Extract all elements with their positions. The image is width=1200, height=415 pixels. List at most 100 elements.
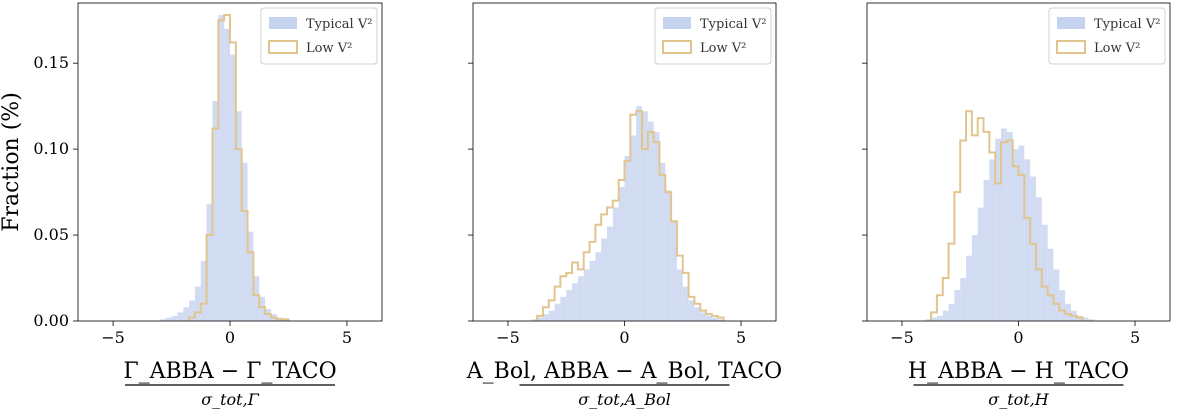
series-low-step xyxy=(930,110,1084,321)
x-axis-label-numerator: H_ABBA − H_TACO xyxy=(908,359,1129,384)
bar xyxy=(200,260,207,321)
bar xyxy=(542,314,549,321)
legend-swatch-typical xyxy=(269,17,297,29)
y-tick-label: 0.05 xyxy=(33,225,69,244)
bar xyxy=(1012,149,1019,321)
bar xyxy=(230,54,236,321)
legend-swatch-typical xyxy=(1057,17,1085,29)
x-tick-label: 0 xyxy=(225,328,235,347)
bar xyxy=(960,278,967,321)
bar xyxy=(694,307,701,321)
x-tick-label: 0 xyxy=(619,328,629,347)
legend-swatch-low xyxy=(1056,40,1086,54)
bar xyxy=(1030,176,1036,321)
series-typical-bars xyxy=(159,15,289,321)
bar xyxy=(531,319,538,321)
bar xyxy=(566,290,573,321)
y-axis-label: Fraction (%) xyxy=(0,92,24,232)
bar xyxy=(624,155,631,321)
bar xyxy=(931,317,937,321)
bar xyxy=(589,260,596,321)
bar xyxy=(241,162,248,321)
bar xyxy=(630,135,637,321)
bar xyxy=(1059,290,1066,321)
legend-label-low: Low V² xyxy=(306,41,352,56)
bar xyxy=(1001,128,1007,321)
legend-swatch-low xyxy=(268,40,298,54)
x-axis-label-denominator: σ_tot,Γ xyxy=(201,390,260,409)
bar xyxy=(601,238,608,321)
panel-2: −5 0 5 A_Bol, ABBA − A_Bol, TACO σ_tot,A_Bol… xyxy=(466,2,782,409)
legend: Typical V² Low V² xyxy=(654,7,772,65)
y-tick-label: 0.10 xyxy=(33,139,69,158)
bar xyxy=(537,317,543,321)
bar xyxy=(1024,159,1031,321)
x-tick-label: 0 xyxy=(1013,328,1023,347)
bar xyxy=(682,286,689,321)
bar xyxy=(1065,303,1071,321)
bar xyxy=(1053,269,1060,321)
bar xyxy=(583,269,590,321)
bar xyxy=(688,300,695,321)
bar xyxy=(989,159,996,321)
bar xyxy=(259,296,266,321)
x-axis-label-numerator: Γ_ABBA − Γ_TACO xyxy=(123,359,336,384)
bar xyxy=(253,276,260,321)
bar xyxy=(1041,224,1048,321)
x-tick-label: 5 xyxy=(342,328,352,347)
bar xyxy=(636,106,642,321)
bar xyxy=(966,255,972,321)
bar xyxy=(936,315,943,321)
bar xyxy=(612,207,619,321)
series-low-step xyxy=(536,110,725,321)
y-tick-label: 0.15 xyxy=(33,53,69,72)
bar xyxy=(218,15,225,321)
bar xyxy=(572,283,578,321)
bar xyxy=(647,121,654,321)
bar xyxy=(665,190,672,321)
bar xyxy=(977,207,984,321)
bar xyxy=(183,307,190,321)
bar xyxy=(700,312,707,321)
legend-label-typical: Typical V² xyxy=(306,17,372,32)
bar xyxy=(165,317,172,321)
bar xyxy=(659,162,666,321)
bar xyxy=(1082,317,1089,321)
bar xyxy=(171,315,178,321)
legend: Typical V² Low V² xyxy=(1048,7,1166,65)
bar xyxy=(607,226,613,321)
bar xyxy=(1047,248,1054,321)
bar xyxy=(671,221,677,321)
bar xyxy=(706,315,712,321)
bar xyxy=(560,296,567,321)
bar xyxy=(159,319,166,321)
legend-label-typical: Typical V² xyxy=(1094,17,1160,32)
bar xyxy=(548,310,555,321)
bar xyxy=(177,312,184,321)
legend-swatch-typical xyxy=(663,17,691,29)
bar xyxy=(577,276,584,321)
x-axis-label-numerator: A_Bol, ABBA − A_Bol, TACO xyxy=(466,359,782,384)
panel-3: −5 0 5H_ABBA − H_TACO σ_tot,H Typical V² Low … xyxy=(862,2,1171,409)
x-tick-label: 5 xyxy=(736,328,746,347)
bar xyxy=(717,319,724,321)
bar xyxy=(189,300,195,321)
bar xyxy=(194,286,201,321)
bar xyxy=(1018,145,1025,321)
bar xyxy=(948,303,955,321)
legend-label-low: Low V² xyxy=(1094,41,1140,56)
bar xyxy=(212,100,219,321)
bar xyxy=(925,319,932,321)
legend-label-low: Low V² xyxy=(700,41,746,56)
bar xyxy=(954,290,961,321)
bar xyxy=(971,235,978,321)
series-low-step xyxy=(188,14,290,321)
x-tick-label: −5 xyxy=(101,328,125,347)
legend-swatch-low xyxy=(662,40,692,54)
bar xyxy=(1088,319,1095,321)
panel-1: −5 0 5 0.00 0.05 0.10 0.15 Fraction (%) Γ_ABBA −… xyxy=(0,2,383,409)
bar xyxy=(641,111,648,321)
legend-label-typical: Typical V² xyxy=(700,17,766,32)
bar xyxy=(995,138,1002,321)
series-typical-bars xyxy=(531,106,724,321)
